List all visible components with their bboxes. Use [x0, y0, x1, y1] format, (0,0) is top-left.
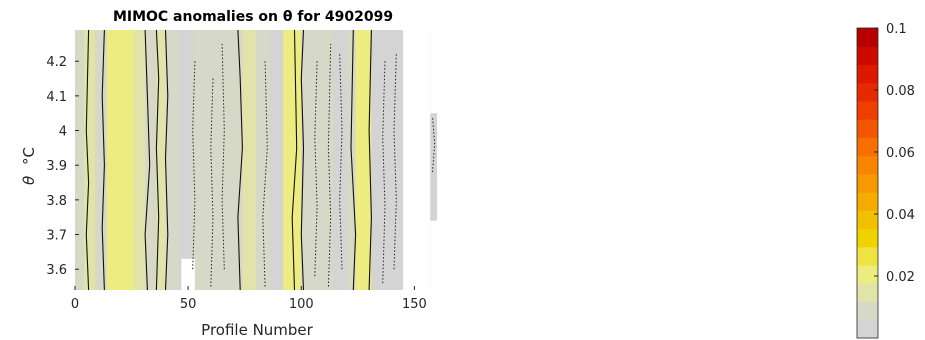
colorbar-tick-label: 0.1	[886, 22, 907, 37]
heatmap-band	[179, 30, 193, 290]
contour-line-solid	[350, 30, 357, 290]
contour-line-solid	[155, 30, 160, 290]
missing-data-region	[403, 30, 431, 290]
heatmap-band	[319, 30, 333, 290]
y-axis-symbol: θ	[20, 176, 38, 185]
contour-line-solid	[237, 30, 243, 290]
heatmap-band	[256, 30, 270, 290]
colorbar-frame	[856, 27, 879, 339]
y-tick-label: 4.1	[46, 90, 67, 105]
x-tick-label: 100	[289, 297, 314, 312]
x-axis: 0 50 100 150	[71, 286, 427, 312]
contour-line-dotted	[221, 43, 225, 270]
y-tick-label: 3.9	[46, 159, 67, 174]
y-axis-label: θ °C	[20, 147, 38, 185]
colorbar-segment	[857, 119, 878, 138]
contour-line-solid	[368, 30, 372, 290]
y-tick-label: 4	[59, 125, 67, 140]
heatmap-band	[165, 30, 180, 290]
colorbar: 0.02 0.04 0.06 0.08 0.1	[856, 22, 915, 339]
heatmap-band	[283, 30, 302, 290]
heatmap-band	[145, 30, 157, 290]
y-tick-label: 4.2	[46, 55, 67, 70]
contour-line-solid	[101, 30, 105, 290]
contour-line-solid	[85, 30, 90, 290]
y-axis-unit: °C	[20, 147, 38, 165]
colorbar-segment	[857, 319, 878, 339]
heatmap-layer	[75, 30, 437, 290]
heatmap-band	[269, 30, 284, 290]
colorbar-segment	[857, 46, 878, 65]
heatmap-band	[75, 30, 85, 290]
heatmap-band	[233, 30, 243, 290]
colorbar-tick-label: 0.04	[886, 208, 915, 223]
colorbar-segment	[857, 301, 878, 321]
colorbar-segment	[857, 173, 878, 193]
contour-layer	[85, 30, 436, 290]
colorbar-segment	[857, 82, 878, 102]
heatmap-band	[106, 30, 118, 290]
heatmap-band	[355, 30, 372, 290]
heatmap-band	[206, 30, 220, 290]
heatmap-band	[84, 30, 96, 290]
contour-line-solid	[300, 30, 305, 290]
colorbar-segment	[857, 192, 878, 211]
x-tick-label: 50	[180, 297, 197, 312]
heatmap-band	[242, 30, 256, 290]
y-tick-label: 3.8	[46, 194, 67, 209]
heatmap-band	[133, 30, 146, 290]
colorbar-tick-label: 0.02	[886, 270, 915, 285]
contour-line-solid	[144, 30, 151, 290]
colorbar-segment	[857, 137, 878, 157]
heatmap-band	[117, 30, 134, 290]
contour-line-solid	[291, 30, 298, 290]
heatmap-band	[346, 30, 356, 290]
colorbar-segment	[857, 210, 878, 230]
colorbar-segment	[857, 283, 878, 303]
colorbar-segment	[857, 100, 878, 120]
missing-data-region	[430, 30, 437, 114]
colorbar-segment	[857, 28, 878, 47]
colorbar-segment	[857, 246, 878, 266]
colorbar-segment	[857, 64, 878, 84]
x-axis-label: Profile Number	[201, 321, 313, 339]
heatmap-band	[192, 30, 207, 290]
x-tick-label: 0	[71, 297, 79, 312]
heatmap-band	[95, 30, 107, 290]
colorbar-tick-label: 0.08	[886, 84, 915, 99]
contour-line-dotted	[262, 61, 268, 287]
missing-data-region	[430, 220, 437, 290]
x-tick-label: 150	[402, 297, 427, 312]
heatmap-band	[332, 30, 347, 290]
chart-title: MIMOC anomalies on θ for 4902099	[113, 9, 393, 25]
contour-line-dotted	[432, 116, 436, 173]
contour-line-solid	[164, 30, 169, 290]
y-tick-label: 3.7	[46, 229, 67, 244]
colorbar-tick-label: 0.06	[886, 146, 915, 161]
colorbar-segment	[857, 265, 878, 284]
missing-data-region	[181, 258, 195, 290]
colorbar-segment	[857, 228, 878, 248]
heatmap-band	[371, 30, 388, 290]
heatmap-band	[301, 30, 320, 290]
heatmap-band	[219, 30, 234, 290]
y-tick-label: 3.6	[46, 263, 67, 278]
colorbar-segment	[857, 155, 878, 175]
y-axis: 3.6 3.7 3.8 3.9 4 4.1 4.2	[46, 55, 79, 278]
heatmap-band	[156, 30, 166, 290]
